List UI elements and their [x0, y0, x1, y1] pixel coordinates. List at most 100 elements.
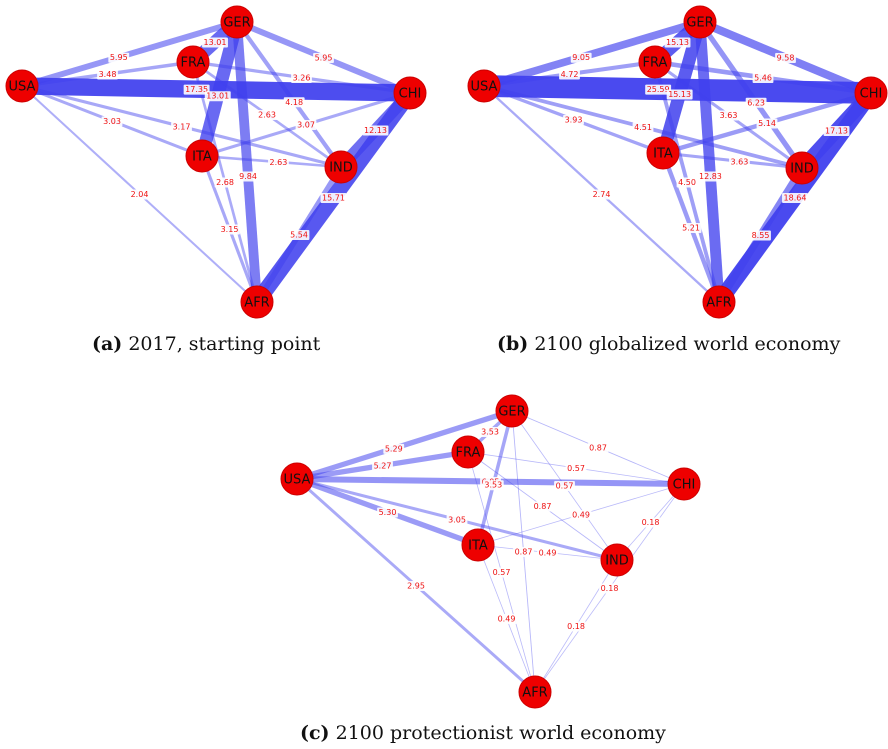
node-circle [5, 69, 39, 103]
edge-label-bg [680, 223, 702, 233]
edge-label-bg [563, 115, 584, 125]
node-ind: IND [600, 543, 634, 577]
edge-label-bg [291, 73, 312, 83]
node-label: ITA [468, 539, 488, 554]
node-ger: GER [683, 5, 717, 39]
node-chi: CHI [393, 76, 427, 110]
panel-a-network: 5.95 3.48 17.35 3.03 3.17 2.04 13.01 5.95 13.01 4… [5, 5, 427, 319]
edge-label-bg [491, 567, 512, 578]
edge-label-usa-ind: 4.51 [634, 123, 652, 132]
edge-label-ger-ita: 13.01 [206, 92, 229, 101]
edge-label-fra-afr: 0.57 [493, 568, 511, 577]
node-layer: USA GER FRA CHI ITA IND AFR [467, 5, 888, 319]
panel-b-network: 9.05 4.72 25.59 3.93 4.51 2.74 15.13 9.58 15.13 6… [467, 5, 888, 319]
edge-label-bg [666, 89, 693, 100]
edge-label-ger-ita: 15.13 [668, 90, 691, 99]
node-label: CHI [860, 87, 883, 102]
edge-label-fra-chi: 5.46 [754, 74, 772, 83]
node-label: FRA [643, 56, 668, 71]
edge-label-bg [313, 53, 334, 63]
edge-label-bg [565, 463, 587, 474]
edge-label-bg [591, 189, 612, 200]
node-label: CHI [673, 478, 696, 493]
edge-label-bg [676, 177, 698, 188]
node-afr: AFR [702, 285, 736, 319]
edge-label-ger-fra: 15.13 [666, 38, 689, 47]
edge-label-bg [372, 461, 393, 471]
edge-label-bg [587, 443, 609, 453]
node-fra: FRA [638, 45, 672, 79]
node-circle [176, 45, 210, 79]
node-ind: IND [785, 151, 819, 185]
edge-label-usa-ita: 3.93 [565, 116, 583, 125]
edge-label-fra-chi: 0.57 [567, 464, 585, 473]
node-ita: ITA [185, 139, 219, 173]
node-label: CHI [399, 87, 422, 102]
edge-label-bg [775, 53, 796, 63]
edge-label-chi-ind: 17.13 [825, 127, 848, 136]
node-chi: CHI [667, 467, 701, 501]
node-layer: USA GER FRA CHI ITA IND AFR [280, 394, 701, 709]
edge-label-chi-afr: 0.18 [601, 584, 619, 593]
edge-label-ger-fra: 3.53 [481, 428, 499, 437]
node-ita: ITA [461, 528, 495, 562]
node-layer: USA GER FRA CHI ITA IND AFR [5, 5, 427, 319]
node-circle [646, 136, 680, 170]
edge-label-usa-fra: 4.72 [561, 70, 579, 79]
edge-label-bg [718, 110, 739, 121]
edge-label-bg [496, 614, 517, 624]
edge-label-chi-ind: 0.18 [642, 518, 660, 527]
node-label: IND [605, 554, 629, 569]
edge-label-bg [782, 193, 808, 203]
node-ger: GER [220, 5, 254, 39]
edge-label-bg [756, 118, 778, 129]
edge-label-fra-chi: 3.26 [293, 74, 311, 83]
node-circle [667, 467, 701, 501]
caption-c-text: 2100 protectionist world economy [335, 722, 666, 744]
edge-label-ger-fra: 13.01 [204, 38, 227, 47]
edge-label-bg [219, 224, 240, 235]
caption-a-text: 2017, starting point [128, 333, 321, 355]
node-circle [467, 69, 501, 103]
node-label: FRA [181, 56, 206, 71]
edge-label-bg [268, 157, 289, 168]
edge-label-bg [405, 581, 427, 591]
node-label: USA [284, 473, 311, 488]
edge-label-bg [383, 443, 405, 454]
edge-label-bg [752, 73, 774, 83]
edge-label-usa-ger: 5.29 [385, 444, 403, 453]
edge-label-fra-ind: 3.63 [720, 111, 738, 120]
edge-label-chi-ita: 5.14 [758, 119, 776, 128]
edge-label-chi-ita: 3.07 [297, 121, 315, 130]
edge-label-layer: 9.05 4.72 25.59 3.93 4.51 2.74 15.13 9.58 15.13 6… [559, 37, 850, 241]
node-label: AFR [522, 686, 547, 701]
node-usa: USA [280, 462, 314, 496]
node-circle [600, 543, 634, 577]
edge-ger-afr [232, 21, 262, 303]
edge-label-ger-chi: 0.87 [589, 444, 607, 453]
node-circle [185, 139, 219, 173]
node-fra: FRA [176, 45, 210, 79]
edge-label-usa-chi: 17.35 [185, 85, 208, 94]
edge-label-ita-afr: 0.49 [498, 615, 516, 624]
edge-label-bg [202, 37, 228, 48]
edge-label-ger-chi: 9.58 [777, 54, 795, 63]
edge-label-usa-ind: 3.05 [448, 516, 466, 525]
edge-label-ger-ind: 0.57 [556, 482, 574, 491]
caption-a: (a) 2017, starting point [92, 333, 320, 355]
edge-label-ind-afr: 0.18 [567, 622, 585, 631]
edge-label-chi-afr: 15.71 [322, 194, 345, 203]
edge-label-usa-ita: 3.03 [103, 117, 121, 126]
node-afr: AFR [518, 675, 552, 709]
edge-label-bg [214, 177, 236, 188]
edge-label-layer: 5.95 3.48 17.35 3.03 3.17 2.04 13.01 5.95 13.01 4… [97, 37, 389, 240]
edge-ger-ind [697, 20, 805, 170]
node-usa: USA [467, 69, 501, 103]
node-circle [324, 150, 358, 184]
edge-label-usa-afr: 2.04 [131, 190, 149, 199]
edge-label-ind-afr: 8.55 [752, 231, 770, 240]
edge-label-ita-ind: 0.49 [539, 549, 557, 558]
node-ind: IND [324, 150, 358, 184]
node-label: USA [471, 80, 498, 95]
